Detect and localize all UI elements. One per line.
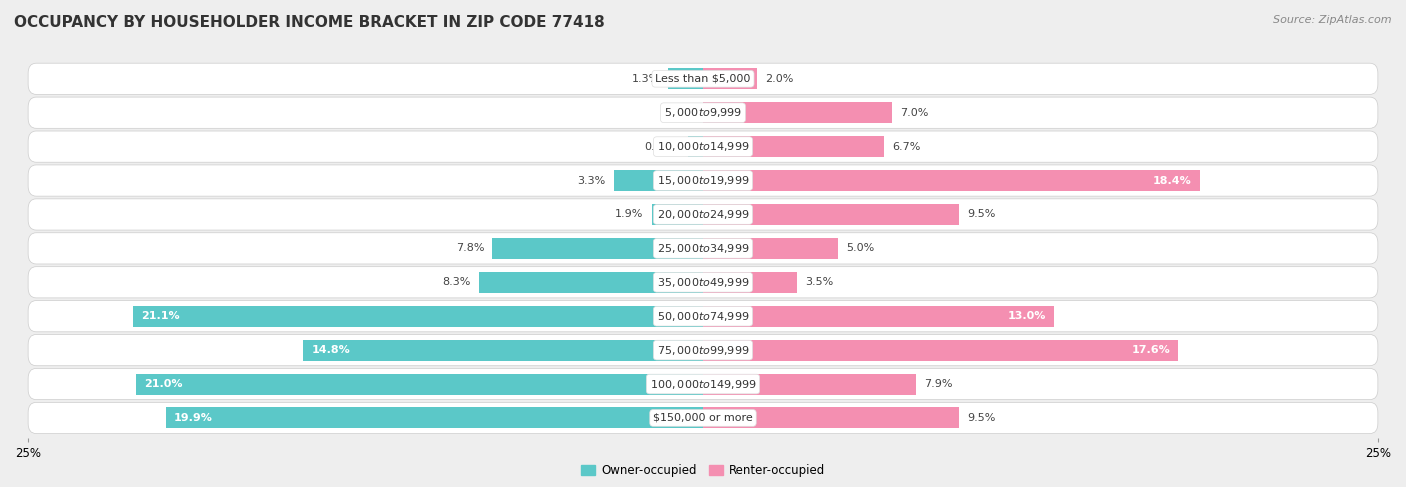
Text: $75,000 to $99,999: $75,000 to $99,999 — [657, 344, 749, 356]
Text: 18.4%: 18.4% — [1153, 175, 1192, 186]
Bar — [166, 408, 703, 429]
Text: 0.0%: 0.0% — [666, 108, 695, 118]
Bar — [703, 170, 1199, 191]
Bar — [703, 204, 959, 225]
Text: $5,000 to $9,999: $5,000 to $9,999 — [664, 106, 742, 119]
Text: 7.9%: 7.9% — [924, 379, 953, 389]
Bar — [703, 68, 756, 89]
Text: 13.0%: 13.0% — [1008, 311, 1046, 321]
Bar — [688, 136, 703, 157]
Text: 3.3%: 3.3% — [578, 175, 606, 186]
Text: 1.3%: 1.3% — [631, 74, 659, 84]
Text: Source: ZipAtlas.com: Source: ZipAtlas.com — [1274, 15, 1392, 25]
Bar — [703, 102, 891, 123]
FancyBboxPatch shape — [28, 165, 1378, 196]
Text: OCCUPANCY BY HOUSEHOLDER INCOME BRACKET IN ZIP CODE 77418: OCCUPANCY BY HOUSEHOLDER INCOME BRACKET … — [14, 15, 605, 30]
Text: 9.5%: 9.5% — [967, 413, 995, 423]
Text: 9.5%: 9.5% — [967, 209, 995, 220]
FancyBboxPatch shape — [28, 63, 1378, 94]
Text: $10,000 to $14,999: $10,000 to $14,999 — [657, 140, 749, 153]
FancyBboxPatch shape — [28, 233, 1378, 264]
Text: $100,000 to $149,999: $100,000 to $149,999 — [650, 377, 756, 391]
Text: Less than $5,000: Less than $5,000 — [655, 74, 751, 84]
Text: 7.0%: 7.0% — [900, 108, 928, 118]
Text: 7.8%: 7.8% — [456, 244, 484, 253]
Text: $35,000 to $49,999: $35,000 to $49,999 — [657, 276, 749, 289]
FancyBboxPatch shape — [28, 335, 1378, 366]
Bar — [703, 272, 797, 293]
Text: $15,000 to $19,999: $15,000 to $19,999 — [657, 174, 749, 187]
Bar — [703, 136, 884, 157]
Bar — [614, 170, 703, 191]
FancyBboxPatch shape — [28, 300, 1378, 332]
Bar — [703, 238, 838, 259]
Text: 2.0%: 2.0% — [765, 74, 793, 84]
Bar — [703, 339, 1178, 361]
Bar — [703, 374, 917, 394]
Bar — [668, 68, 703, 89]
FancyBboxPatch shape — [28, 131, 1378, 162]
Legend: Owner-occupied, Renter-occupied: Owner-occupied, Renter-occupied — [576, 459, 830, 482]
FancyBboxPatch shape — [28, 199, 1378, 230]
Text: 21.1%: 21.1% — [142, 311, 180, 321]
Text: 3.5%: 3.5% — [806, 277, 834, 287]
Text: 5.0%: 5.0% — [846, 244, 875, 253]
Text: $150,000 or more: $150,000 or more — [654, 413, 752, 423]
Text: $20,000 to $24,999: $20,000 to $24,999 — [657, 208, 749, 221]
Text: 14.8%: 14.8% — [312, 345, 350, 355]
Text: $25,000 to $34,999: $25,000 to $34,999 — [657, 242, 749, 255]
Bar — [492, 238, 703, 259]
Bar — [652, 204, 703, 225]
Bar — [479, 272, 703, 293]
Bar — [136, 374, 703, 394]
Bar — [304, 339, 703, 361]
FancyBboxPatch shape — [28, 402, 1378, 433]
Bar — [703, 408, 959, 429]
FancyBboxPatch shape — [28, 369, 1378, 400]
Text: 19.9%: 19.9% — [174, 413, 212, 423]
Bar — [703, 306, 1054, 327]
Text: 6.7%: 6.7% — [891, 142, 921, 151]
Text: $50,000 to $74,999: $50,000 to $74,999 — [657, 310, 749, 323]
Bar — [134, 306, 703, 327]
Text: 21.0%: 21.0% — [145, 379, 183, 389]
FancyBboxPatch shape — [28, 97, 1378, 128]
Text: 1.9%: 1.9% — [616, 209, 644, 220]
Text: 8.3%: 8.3% — [443, 277, 471, 287]
FancyBboxPatch shape — [28, 267, 1378, 298]
Text: 0.56%: 0.56% — [644, 142, 679, 151]
Text: 17.6%: 17.6% — [1132, 345, 1170, 355]
